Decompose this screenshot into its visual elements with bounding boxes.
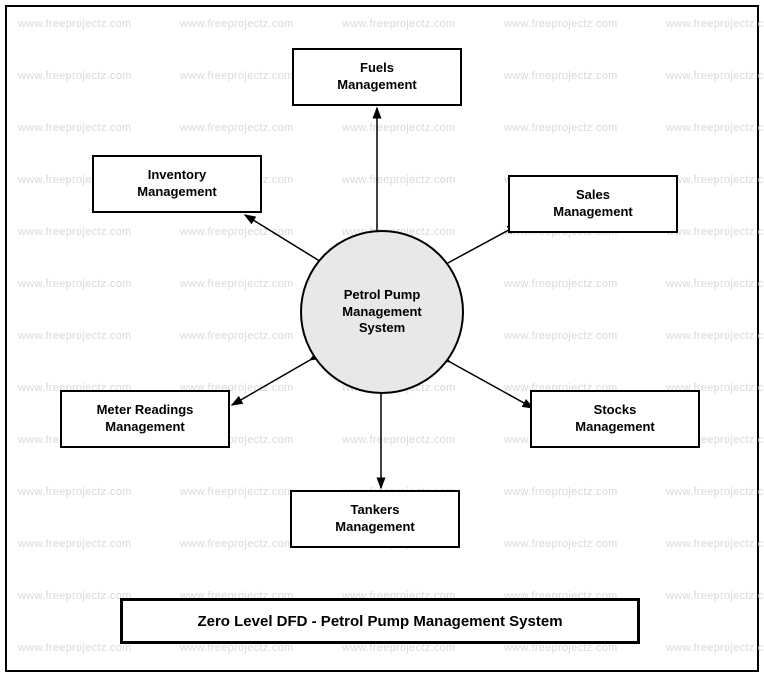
entity-meter: Meter ReadingsManagement: [60, 390, 230, 448]
diagram-title-box: Zero Level DFD - Petrol Pump Management …: [120, 598, 640, 644]
watermark-text: www.freeprojectz.com: [342, 122, 456, 134]
watermark-text: www.freeprojectz.com: [342, 174, 456, 186]
watermark-text: www.freeprojectz.com: [180, 70, 294, 82]
watermark-text: www.freeprojectz.com: [666, 122, 764, 134]
watermark-text: www.freeprojectz.com: [666, 486, 764, 498]
watermark-text: www.freeprojectz.com: [504, 486, 618, 498]
watermark-text: www.freeprojectz.com: [180, 122, 294, 134]
watermark-text: www.freeprojectz.com: [180, 538, 294, 550]
watermark-text: www.freeprojectz.com: [18, 642, 132, 654]
entity-label: FuelsManagement: [337, 60, 416, 94]
watermark-text: www.freeprojectz.com: [504, 122, 618, 134]
watermark-text: www.freeprojectz.com: [18, 18, 132, 30]
watermark-text: www.freeprojectz.com: [342, 18, 456, 30]
watermark-text: www.freeprojectz.com: [18, 70, 132, 82]
watermark-text: www.freeprojectz.com: [180, 226, 294, 238]
watermark-text: www.freeprojectz.com: [666, 70, 764, 82]
watermark-text: www.freeprojectz.com: [18, 122, 132, 134]
entity-sales: SalesManagement: [508, 175, 678, 233]
entity-stocks: StocksManagement: [530, 390, 700, 448]
entity-label: InventoryManagement: [137, 167, 216, 201]
watermark-text: www.freeprojectz.com: [18, 486, 132, 498]
watermark-text: www.freeprojectz.com: [666, 226, 764, 238]
entity-label: SalesManagement: [553, 187, 632, 221]
watermark-text: www.freeprojectz.com: [18, 538, 132, 550]
watermark-text: www.freeprojectz.com: [666, 590, 764, 602]
watermark-text: www.freeprojectz.com: [18, 590, 132, 602]
watermark-text: www.freeprojectz.com: [180, 486, 294, 498]
watermark-text: www.freeprojectz.com: [18, 278, 132, 290]
watermark-text: www.freeprojectz.com: [180, 278, 294, 290]
entity-label: Meter ReadingsManagement: [97, 402, 194, 436]
entity-inventory: InventoryManagement: [92, 155, 262, 213]
watermark-text: www.freeprojectz.com: [18, 226, 132, 238]
central-process-label: Petrol PumpManagementSystem: [342, 287, 421, 338]
watermark-text: www.freeprojectz.com: [666, 18, 764, 30]
watermark-text: www.freeprojectz.com: [504, 70, 618, 82]
watermark-text: www.freeprojectz.com: [666, 642, 764, 654]
entity-tankers: TankersManagement: [290, 490, 460, 548]
watermark-text: www.freeprojectz.com: [504, 278, 618, 290]
watermark-text: www.freeprojectz.com: [18, 330, 132, 342]
watermark-text: www.freeprojectz.com: [504, 538, 618, 550]
watermark-text: www.freeprojectz.com: [504, 18, 618, 30]
watermark-text: www.freeprojectz.com: [180, 330, 294, 342]
watermark-text: www.freeprojectz.com: [180, 18, 294, 30]
entity-fuels: FuelsManagement: [292, 48, 462, 106]
watermark-text: www.freeprojectz.com: [666, 330, 764, 342]
entity-label: TankersManagement: [335, 502, 414, 536]
watermark-text: www.freeprojectz.com: [666, 174, 764, 186]
watermark-text: www.freeprojectz.com: [666, 278, 764, 290]
entity-label: StocksManagement: [575, 402, 654, 436]
watermark-text: www.freeprojectz.com: [666, 538, 764, 550]
watermark-text: www.freeprojectz.com: [504, 330, 618, 342]
watermark-text: www.freeprojectz.com: [342, 434, 456, 446]
central-process: Petrol PumpManagementSystem: [300, 230, 464, 394]
diagram-title-label: Zero Level DFD - Petrol Pump Management …: [197, 613, 562, 630]
